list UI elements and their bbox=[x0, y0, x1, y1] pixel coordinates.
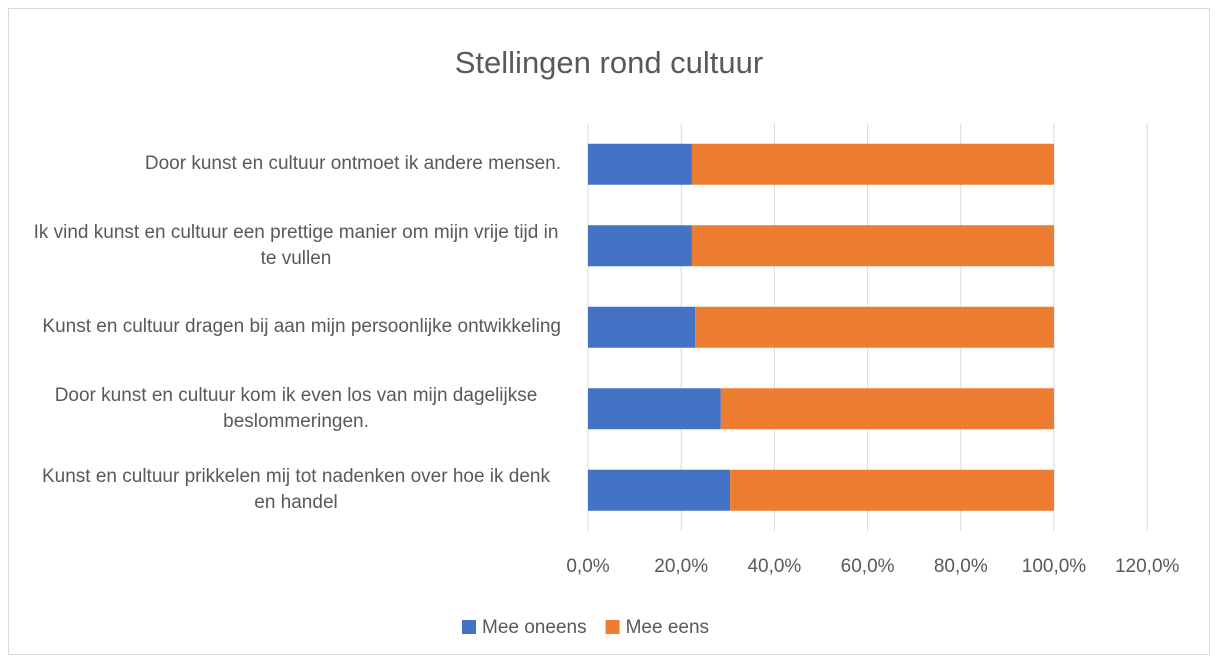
y-tick-label: Door kunst en cultuur ontmoet ik andere … bbox=[144, 153, 561, 175]
category-label-box: Door kunst en cultuur ontmoet ik andere … bbox=[21, 124, 561, 204]
bar-segment bbox=[588, 469, 731, 511]
bar-segment bbox=[588, 388, 721, 430]
x-tick-label: 0,0% bbox=[566, 556, 609, 577]
bar-segment bbox=[588, 306, 696, 348]
bar-segment bbox=[691, 143, 1054, 185]
category-label-box: Kunst en cultuur prikkelen mij tot naden… bbox=[21, 450, 561, 530]
bar-segment bbox=[730, 469, 1054, 511]
legend-label: Mee oneens bbox=[482, 617, 587, 638]
bar-segment bbox=[720, 388, 1054, 430]
category-label-box: Door kunst en cultuur kom ik even los va… bbox=[21, 369, 561, 449]
bar-segment bbox=[588, 143, 692, 185]
legend-label: Mee eens bbox=[626, 617, 709, 638]
y-tick-label: Kunst en cultuur prikkelen mij tot naden… bbox=[41, 466, 551, 514]
x-tick-label: 120,0% bbox=[1115, 556, 1180, 577]
y-tick-label: Door kunst en cultuur kom ik even los va… bbox=[54, 384, 538, 432]
x-tick-label: 100,0% bbox=[1022, 556, 1087, 577]
category-label-box: Ik vind kunst en cultuur een prettige ma… bbox=[21, 206, 561, 286]
category-label-box: Kunst en cultuur dragen bij aan mijn per… bbox=[21, 287, 561, 367]
y-tick-label: Ik vind kunst en cultuur een prettige ma… bbox=[33, 221, 559, 269]
x-tick-label: 20,0% bbox=[654, 556, 708, 577]
legend-swatch bbox=[462, 620, 476, 634]
x-tick-label: 80,0% bbox=[934, 556, 988, 577]
chart-title: Stellingen rond cultuur bbox=[455, 45, 763, 80]
legend-swatch bbox=[605, 620, 620, 634]
x-tick-label: 60,0% bbox=[841, 556, 895, 577]
x-tick-label: 40,0% bbox=[747, 556, 801, 577]
bar-segment bbox=[691, 225, 1054, 267]
bar-segment bbox=[695, 306, 1054, 348]
y-tick-label: Kunst en cultuur dragen bij aan mijn per… bbox=[42, 316, 561, 338]
bar-segment bbox=[588, 225, 692, 267]
